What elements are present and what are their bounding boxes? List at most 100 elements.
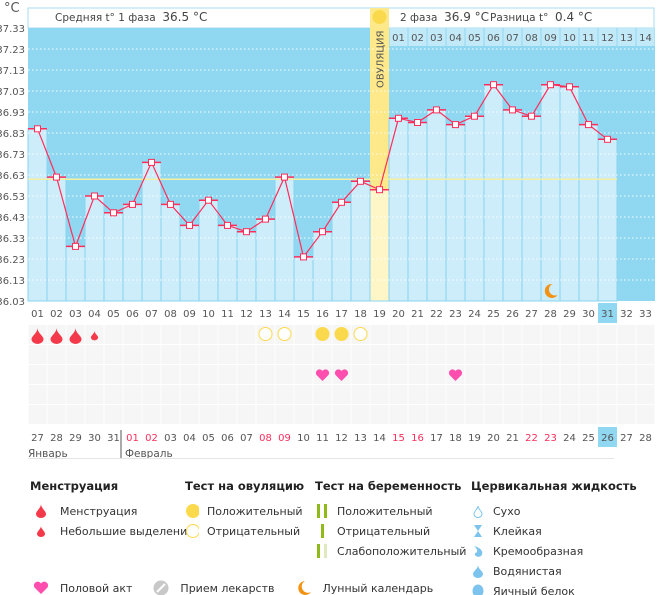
symbol-cell bbox=[218, 365, 237, 384]
dry-icon bbox=[471, 505, 485, 518]
date-label: 18 bbox=[449, 433, 462, 444]
symbol-cell bbox=[636, 325, 655, 344]
symbol-cell bbox=[180, 385, 199, 404]
symbol-cell bbox=[408, 345, 427, 364]
symbol-cell bbox=[256, 385, 275, 404]
day-label: 24 bbox=[468, 309, 481, 320]
phase2-day-cell bbox=[446, 28, 465, 46]
small-drop-icon bbox=[30, 525, 52, 537]
symbol-cell bbox=[389, 385, 408, 404]
temperature-point bbox=[357, 177, 364, 185]
temperature-bar bbox=[388, 117, 409, 302]
temperature-bar bbox=[350, 180, 371, 302]
date-label: 21 bbox=[506, 433, 519, 444]
symbol-cell bbox=[47, 365, 66, 384]
day-label: 05 bbox=[107, 309, 120, 320]
symbol-cell bbox=[503, 385, 522, 404]
symbol-cell bbox=[237, 325, 256, 344]
legend-item: Сухо bbox=[493, 504, 521, 518]
symbol-cell bbox=[446, 325, 465, 344]
date-label: 30 bbox=[88, 433, 101, 444]
day-label: 04 bbox=[88, 309, 101, 320]
symbol-cell bbox=[541, 385, 560, 404]
symbol-cell bbox=[123, 385, 142, 404]
day-label: 14 bbox=[278, 309, 291, 320]
date-label: 16 bbox=[411, 433, 424, 444]
y-tick-label: 36.63 bbox=[0, 171, 25, 182]
symbol-cell bbox=[104, 405, 123, 424]
symbol-cell bbox=[598, 365, 617, 384]
temperature-bar bbox=[103, 212, 124, 302]
symbol-cell bbox=[560, 365, 579, 384]
symbol-cell bbox=[522, 405, 541, 424]
date-label: 13 bbox=[354, 433, 367, 444]
temperature-bar bbox=[445, 124, 466, 302]
date-label: 24 bbox=[563, 433, 576, 444]
symbol-cell bbox=[370, 385, 389, 404]
symbol-cell bbox=[313, 345, 332, 364]
date-label: 23 bbox=[544, 433, 557, 444]
day-label: 32 bbox=[620, 309, 633, 320]
day-label: 21 bbox=[411, 309, 424, 320]
temperature-point bbox=[395, 114, 402, 122]
date-label: 04 bbox=[183, 433, 196, 444]
temperature-bar bbox=[198, 199, 219, 302]
day-label: 30 bbox=[582, 309, 595, 320]
light-menstruation-icon bbox=[90, 330, 99, 341]
legend-cervical-fluid: Цервикальная жидкость Сухо Клейкая Кремо… bbox=[471, 479, 637, 595]
symbol-cell bbox=[294, 405, 313, 424]
phase2-day-cell bbox=[503, 28, 522, 46]
temperature-point bbox=[110, 209, 117, 217]
symbol-cell bbox=[218, 345, 237, 364]
legend-item: Лунный календарь bbox=[322, 581, 434, 595]
symbol-cell bbox=[237, 365, 256, 384]
temperature-bar bbox=[502, 109, 523, 302]
legend-item: Кремообразная bbox=[493, 544, 584, 558]
phase2-day-cell bbox=[636, 28, 655, 46]
symbol-cell bbox=[28, 405, 47, 424]
day-label: 10 bbox=[202, 309, 215, 320]
day-label: 13 bbox=[259, 309, 272, 320]
temperature-bar bbox=[179, 224, 200, 302]
temperature-point bbox=[129, 200, 136, 208]
diff-label: Разница t° bbox=[490, 12, 549, 24]
date-label: 11 bbox=[316, 433, 329, 444]
phase2-day-label: 10 bbox=[563, 33, 576, 44]
symbol-cell bbox=[503, 405, 522, 424]
day-label: 31 bbox=[601, 309, 614, 320]
day-label: 18 bbox=[354, 309, 367, 320]
day-label: 16 bbox=[316, 309, 329, 320]
symbol-cell bbox=[332, 385, 351, 404]
phase2-average: 2 фаза 36.9 °C bbox=[400, 10, 489, 24]
symbol-cell bbox=[541, 345, 560, 364]
symbol-cell bbox=[199, 365, 218, 384]
temperature-bar bbox=[521, 115, 542, 302]
symbol-cell bbox=[560, 325, 579, 344]
symbol-cell bbox=[408, 385, 427, 404]
symbol-cell bbox=[332, 345, 351, 364]
symbol-cell bbox=[389, 325, 408, 344]
day-label: 25 bbox=[487, 309, 500, 320]
date-label: 20 bbox=[487, 433, 500, 444]
legend-item: Положительный bbox=[337, 504, 433, 518]
symbol-cell bbox=[313, 405, 332, 424]
symbol-cell bbox=[275, 385, 294, 404]
symbol-cell bbox=[617, 345, 636, 364]
day-label: 09 bbox=[183, 309, 196, 320]
symbol-cell bbox=[237, 385, 256, 404]
y-tick-label: 36.73 bbox=[0, 150, 25, 161]
legend-other: Половой акт Прием лекарств Лунный календ… bbox=[30, 578, 433, 595]
day-label: 29 bbox=[563, 309, 576, 320]
temperature-bar bbox=[369, 189, 390, 302]
negative-ovulation-test-icon bbox=[258, 327, 273, 341]
menstruation-icon bbox=[31, 328, 44, 344]
temperature-bar bbox=[597, 138, 618, 302]
legend-pregnancy-test: Тест на беременность Положительный Отриц… bbox=[315, 479, 466, 561]
symbol-cell bbox=[636, 405, 655, 424]
symbol-cell bbox=[123, 345, 142, 364]
symbol-cell bbox=[408, 325, 427, 344]
day-label: 11 bbox=[221, 309, 234, 320]
symbol-cell bbox=[522, 365, 541, 384]
temperature-point bbox=[338, 198, 345, 206]
symbol-cell bbox=[218, 325, 237, 344]
